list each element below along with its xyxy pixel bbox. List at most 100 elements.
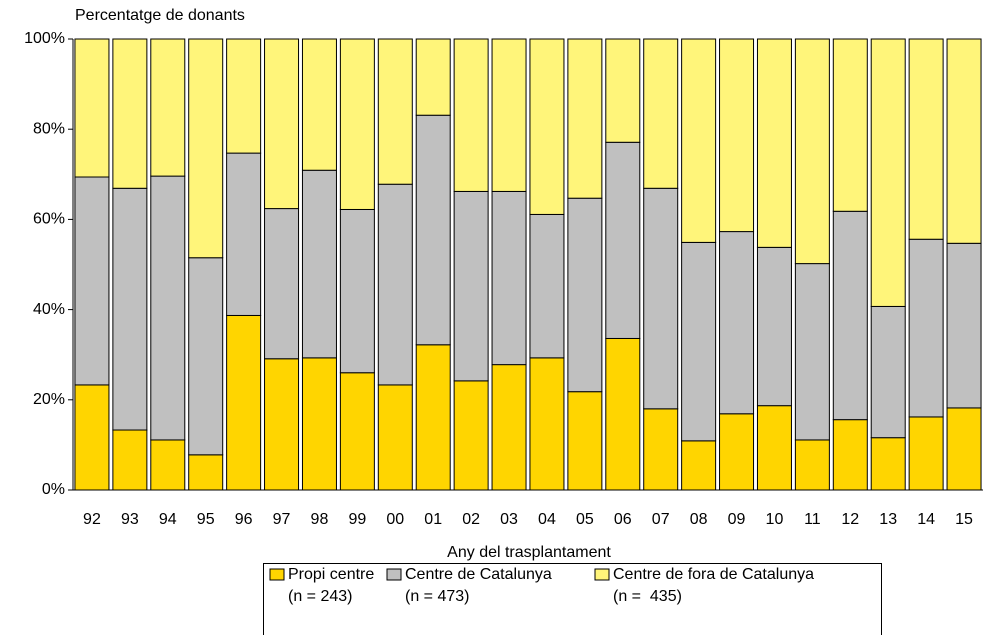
bar-segment [756, 246, 792, 407]
bar-segment [870, 437, 906, 491]
legend-swatch [386, 568, 402, 581]
bar-segment [908, 38, 944, 240]
bar-segment [681, 440, 717, 491]
x-tick-label: 05 [576, 511, 594, 528]
bar-segment [870, 38, 906, 307]
bar-segment [794, 263, 830, 441]
y-tick-label: 60% [33, 211, 65, 228]
bar-segment [681, 241, 717, 442]
bar-segment [188, 38, 224, 259]
y-tick-label: 20% [33, 391, 65, 408]
y-tick-label: 100% [24, 30, 65, 47]
bar-segment [908, 416, 944, 491]
bar-segment [301, 38, 337, 171]
x-axis-title: Any del trasplantament [447, 544, 611, 561]
bar-segment [339, 38, 375, 210]
x-tick-label: 01 [424, 511, 442, 528]
bar-segment [643, 408, 679, 491]
bar-segment [112, 429, 148, 491]
bar-segment [491, 364, 527, 491]
bar-segment [112, 187, 148, 431]
x-tick-label: 10 [766, 511, 784, 528]
bar-segment [946, 242, 982, 409]
bar-segment [415, 344, 451, 491]
x-tick-label: 93 [121, 511, 139, 528]
bar-segment [567, 197, 603, 393]
y-tick-label: 0% [42, 481, 65, 498]
bar-segment [946, 407, 982, 491]
legend-swatch [269, 568, 285, 581]
bar-segment [567, 38, 603, 199]
bar-segment [150, 439, 186, 491]
y-axis-title: Percentatge de donants [75, 7, 245, 24]
bar-segment [415, 38, 451, 116]
x-tick-label: 96 [235, 511, 253, 528]
legend-count: (n = 435) [613, 588, 682, 605]
x-tick-label: 07 [652, 511, 670, 528]
bar-segment [832, 419, 868, 491]
bar-segment [832, 38, 868, 212]
x-tick-label: 13 [879, 511, 897, 528]
x-tick-label: 94 [159, 511, 177, 528]
bar-segment [529, 357, 565, 491]
bar-segment [908, 238, 944, 418]
bar-segment [339, 372, 375, 491]
x-tick-label: 99 [348, 511, 366, 528]
legend-count: (n = 243) [288, 588, 352, 605]
bar-segment [567, 391, 603, 491]
bar-segment [264, 358, 300, 491]
bar-segment [188, 257, 224, 456]
x-tick-label: 04 [538, 511, 556, 528]
bar-segment [453, 38, 489, 192]
bar-segment [681, 38, 717, 243]
legend-box [263, 563, 882, 635]
bar-segment [301, 357, 337, 491]
x-tick-label: 95 [197, 511, 215, 528]
bar-segment [719, 413, 755, 491]
x-tick-label: 92 [83, 511, 101, 528]
x-tick-label: 00 [386, 511, 404, 528]
bar-segment [605, 38, 641, 143]
x-tick-label: 12 [841, 511, 859, 528]
legend-swatch [594, 568, 610, 581]
bar-segment [150, 175, 186, 441]
bar-segment [188, 454, 224, 491]
bar-segment [339, 208, 375, 374]
x-tick-label: 06 [614, 511, 632, 528]
bar-segment [74, 384, 110, 491]
bar-segment [264, 208, 300, 360]
bar-segment [264, 38, 300, 210]
bar-segment [377, 38, 413, 185]
bar-segment [529, 213, 565, 359]
x-tick-label: 98 [311, 511, 329, 528]
bar-segment [946, 38, 982, 244]
legend-label: Propi centre [288, 566, 374, 583]
x-tick-label: 14 [917, 511, 935, 528]
bar-segment [226, 152, 262, 316]
bar-segment [415, 114, 451, 346]
y-tick-label: 80% [33, 120, 65, 137]
bar-segment [453, 380, 489, 491]
x-tick-label: 03 [500, 511, 518, 528]
bar-segment [605, 141, 641, 339]
legend-label: Centre de Catalunya [405, 566, 552, 583]
bar-segment [643, 187, 679, 410]
x-tick-label: 11 [804, 511, 821, 528]
bar-segment [226, 38, 262, 154]
bar-segment [529, 38, 565, 215]
bar-segment [794, 38, 830, 265]
bar-segment [74, 38, 110, 178]
bar-segment [794, 439, 830, 491]
bar-segment [377, 384, 413, 491]
x-tick-label: 02 [462, 511, 480, 528]
x-tick-label: 08 [690, 511, 708, 528]
bar-segment [112, 38, 148, 189]
bar-segment [719, 38, 755, 233]
bar-segment [226, 314, 262, 491]
bar-segment [491, 38, 527, 192]
x-tick-label: 09 [728, 511, 746, 528]
legend-label: Centre de fora de Catalunya [613, 566, 814, 583]
bar-segment [74, 176, 110, 386]
bar-segment [301, 169, 337, 359]
